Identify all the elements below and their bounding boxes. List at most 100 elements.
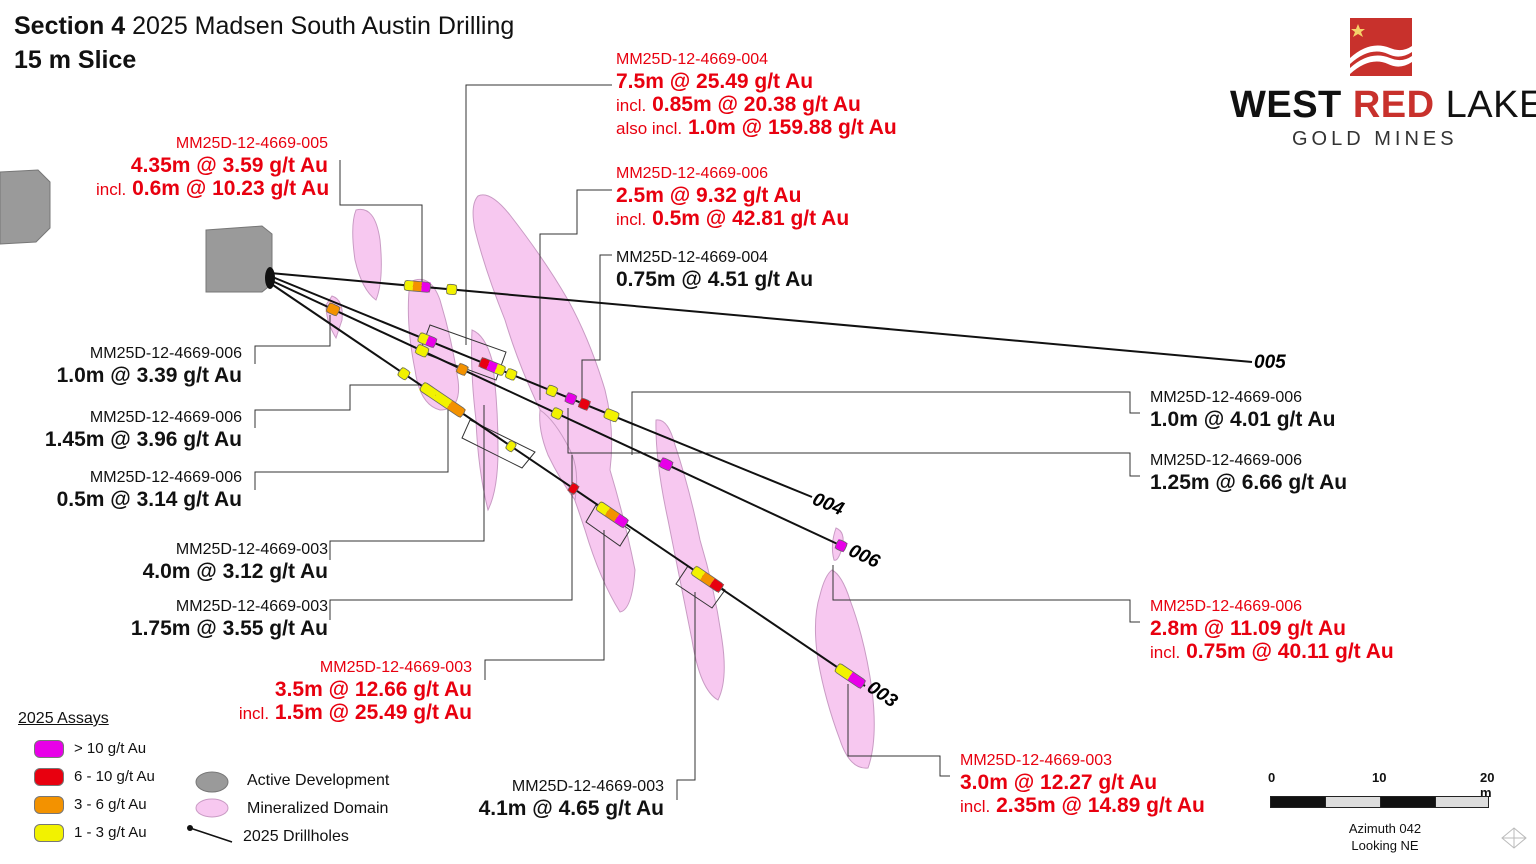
callout-006-b: MM25D-12-4669-006 1.0m @ 3.39 g/t Au xyxy=(20,345,242,387)
drillhole-005 xyxy=(269,272,1253,363)
section-label: Section 4 xyxy=(14,12,126,40)
scale-segment xyxy=(1270,796,1326,808)
callout-hole-id: MM25D-12-4669-003 xyxy=(511,778,664,795)
assay-outline xyxy=(545,384,558,397)
drillhole-004 xyxy=(269,275,813,498)
assay-outline xyxy=(578,398,591,411)
assay-segment xyxy=(446,400,467,419)
callout-grade: 1.25m @ 6.66 g/t Au xyxy=(1150,471,1348,494)
assay-interval xyxy=(690,565,725,593)
assay-segment xyxy=(614,513,630,529)
assay-interval xyxy=(419,381,467,419)
assay-segment xyxy=(604,507,620,523)
callout-006-f: MM25D-12-4669-006 1.25m @ 6.66 g/t Au xyxy=(1150,453,1348,494)
assay-outline xyxy=(415,344,430,358)
logo-word-red: RED xyxy=(1352,84,1435,126)
logo-mark-icon xyxy=(1350,18,1412,76)
legend-row-gt10: > 10 g/t Au xyxy=(34,740,147,759)
domain-shape xyxy=(352,208,382,301)
scale-segment xyxy=(1435,796,1489,808)
assay-interval xyxy=(550,406,564,421)
callout-006-a: MM25D-12-4669-006 2.5m @ 9.32 g/t Au inc… xyxy=(616,165,850,230)
callout-004-main: MM25D-12-4669-004 7.5m @ 25.49 g/t Au in… xyxy=(616,51,897,139)
callout-grade: 1.0m @ 3.39 g/t Au xyxy=(56,364,242,387)
callout-incl: 1.5m @ 25.49 g/t Au xyxy=(274,701,472,724)
callout-hole-id: MM25D-12-4669-005 xyxy=(175,135,328,152)
assay-interval xyxy=(455,362,469,377)
active-development xyxy=(0,169,273,293)
assay-interval xyxy=(834,539,848,553)
north-arrow-icon xyxy=(1501,827,1527,849)
assay-segment xyxy=(432,391,453,409)
development-block-left xyxy=(0,169,51,245)
assay-outline xyxy=(505,368,518,381)
callout-hole-id: MM25D-12-4669-003 xyxy=(319,659,472,676)
assay-swatch-icon xyxy=(34,768,64,787)
callout-hole-id: MM25D-12-4669-006 xyxy=(89,345,242,362)
callout-incl: 2.35m @ 14.89 g/t Au xyxy=(996,794,1205,817)
assay-interval xyxy=(595,501,630,529)
callout-003-d: MM25D-12-4669-003 4.1m @ 4.65 g/t Au xyxy=(440,778,664,820)
legend-label: 6 - 10 g/t Au xyxy=(74,768,155,785)
callout-incl-prefix: also incl. xyxy=(616,119,683,138)
callout-hole-id: MM25D-12-4669-006 xyxy=(616,165,769,182)
assay-segment xyxy=(699,571,715,587)
assay-swatch-icon xyxy=(34,796,64,815)
callout-grade: 4.35m @ 3.59 g/t Au xyxy=(130,154,328,177)
callout-grade: 2.8m @ 11.09 g/t Au xyxy=(1150,617,1346,640)
domain-shape xyxy=(471,329,499,512)
assay-outline xyxy=(478,357,506,376)
scale-tick-20: 20 m xyxy=(1480,770,1495,800)
callout-grade: 4.0m @ 3.12 g/t Au xyxy=(142,560,328,583)
assay-interval xyxy=(396,366,411,381)
callout-incl-prefix: incl. xyxy=(238,704,270,723)
leader-lines xyxy=(254,84,1140,800)
assay-segment xyxy=(421,281,431,293)
orientation-note: Azimuth 042 Looking NE xyxy=(1330,820,1440,854)
callout-hole-id: MM25D-12-4669-006 xyxy=(89,469,242,486)
assay-outline xyxy=(419,382,466,418)
assay-interval xyxy=(567,482,580,495)
assay-segment xyxy=(396,366,411,381)
callout-incl: 0.85m @ 20.38 g/t Au xyxy=(652,93,861,116)
scale-tick-0: 0 xyxy=(1268,770,1276,785)
development-legend-icon xyxy=(195,771,229,793)
assay-segment xyxy=(478,357,491,370)
assay-swatch-icon xyxy=(34,824,64,843)
callout-incl-prefix: incl. xyxy=(96,180,127,199)
callout-hole-id: MM25D-12-4669-006 xyxy=(1150,389,1303,406)
callout-grade: 3.0m @ 12.27 g/t Au xyxy=(960,771,1158,794)
assay-swatch-icon xyxy=(34,740,64,759)
callout-hole-id: MM25D-12-4669-006 xyxy=(1150,598,1303,615)
legend-label: > 10 g/t Au xyxy=(74,740,147,757)
assay-outline xyxy=(505,440,517,452)
assay-interval xyxy=(446,283,458,296)
callout-grade: 1.75m @ 3.55 g/t Au xyxy=(130,617,328,640)
assay-segment xyxy=(504,367,518,381)
title-text: 2025 Madsen South Austin Drilling xyxy=(132,12,515,40)
callout-003-e: MM25D-12-4669-003 3.0m @ 12.27 g/t Au in… xyxy=(960,752,1205,817)
callout-006-c: MM25D-12-4669-006 1.45m @ 3.96 g/t Au xyxy=(10,410,242,451)
assay-segment xyxy=(567,482,580,495)
azimuth-text: Azimuth 042 xyxy=(1348,821,1422,836)
callout-006-d: MM25D-12-4669-006 0.5m @ 3.14 g/t Au xyxy=(10,469,242,511)
assay-outline xyxy=(326,302,341,316)
assay-segment xyxy=(709,578,725,593)
assay-outline xyxy=(397,367,411,380)
callout-grade: 0.75m @ 4.51 g/t Au xyxy=(616,268,814,291)
assay-segment xyxy=(690,565,706,581)
assay-segment xyxy=(419,381,439,400)
assay-segment xyxy=(446,284,458,295)
callout-incl-prefix: incl. xyxy=(616,96,647,115)
domain-shape xyxy=(472,194,636,613)
callout-hole-id: MM25D-12-4669-004 xyxy=(616,51,769,68)
looking-text: Looking NE xyxy=(1351,838,1419,853)
callout-incl: 0.5m @ 42.81 g/t Au xyxy=(652,207,850,230)
callout-hole-id: MM25D-12-4669-003 xyxy=(960,752,1113,769)
assay-outline xyxy=(550,407,564,420)
scale-segment xyxy=(1325,796,1381,808)
logo-word-lake: LAKE xyxy=(1445,84,1536,126)
logo-word-west: WEST xyxy=(1230,84,1342,126)
assay-segment xyxy=(504,439,518,453)
